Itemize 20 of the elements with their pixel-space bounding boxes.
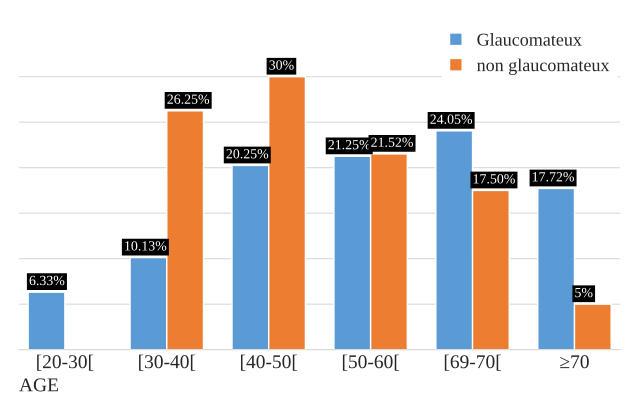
x-tick-label: [30-40[ (139, 354, 196, 371)
x-tick-label: [69-70[ (444, 354, 502, 371)
x-tick-label: ≥70 (560, 355, 589, 368)
data-label: 5% (575, 288, 593, 298)
legend-label: non glaucomateux (477, 58, 610, 75)
data-label: 6.33% (30, 276, 64, 286)
data-label: 26.25% (167, 94, 210, 104)
x-axis-title: AGE (19, 378, 58, 392)
data-label: 21.52% (371, 138, 413, 147)
data-label: 21.25% (328, 140, 370, 150)
x-tick-label: [40-50[ (240, 354, 298, 371)
data-label: 30% (269, 60, 294, 70)
legend-label: Glaucomateux (477, 33, 582, 46)
data-label: 24.05% (430, 114, 472, 124)
x-tick-label: [50-60[ (342, 354, 400, 371)
data-label: 10.13% (125, 241, 166, 251)
x-tick-label: [20-30[ (37, 354, 94, 371)
data-label: 17.72% (532, 172, 574, 182)
data-label: 20.25% (226, 149, 268, 159)
data-label: 17.50% (474, 174, 515, 184)
